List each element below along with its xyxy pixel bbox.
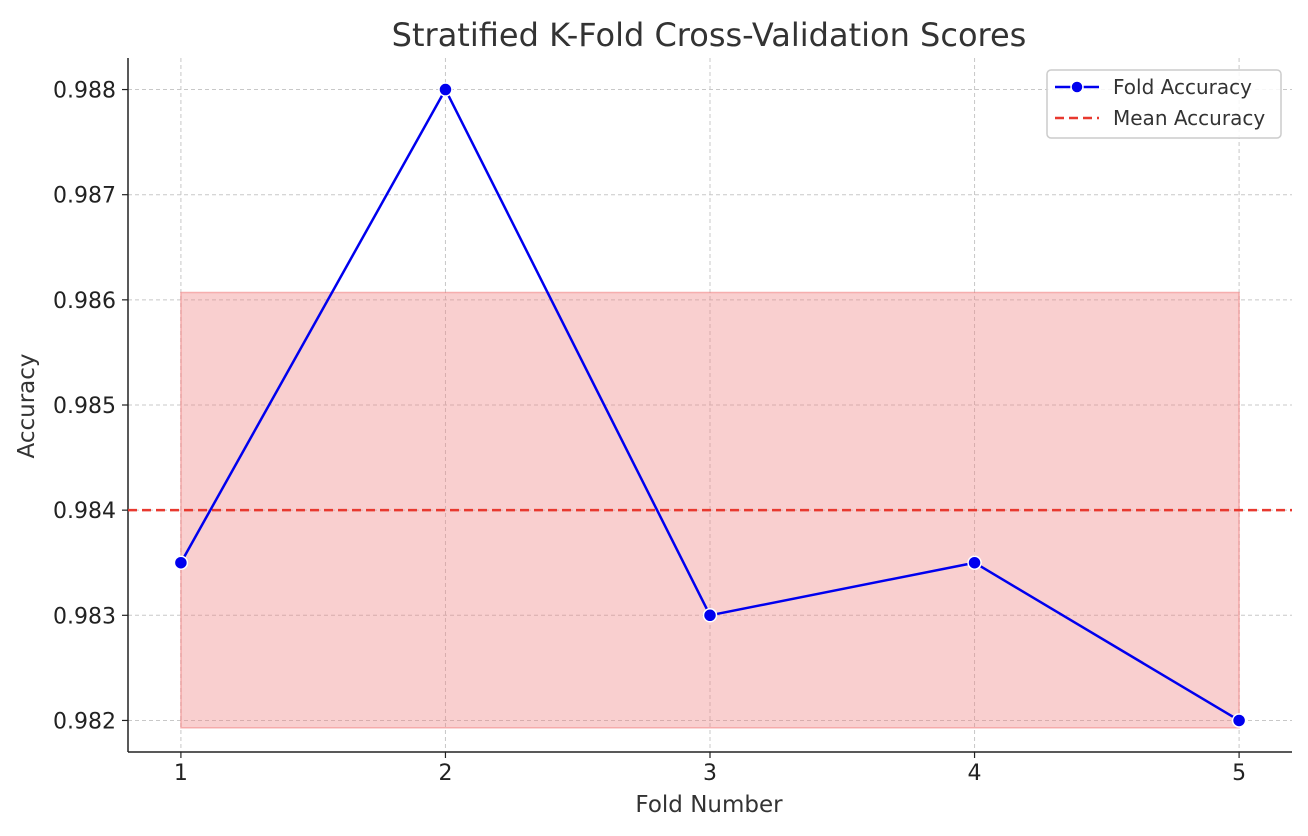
chart-title: Stratified K-Fold Cross-Validation Score… (392, 16, 1027, 54)
y-axis-label: Accuracy (14, 353, 40, 458)
y-tick-label-6: 0.987 (53, 184, 116, 209)
data-point-fold-5 (1231, 713, 1247, 728)
series (173, 82, 1247, 728)
legend-label-mean-accuracy: Mean Accuracy (1113, 106, 1265, 130)
y-tick-label-2: 0.983 (53, 604, 116, 629)
y-tick-label-5: 0.986 (53, 289, 116, 314)
x-ticks: 1 2 3 4 5 (174, 752, 1246, 786)
data-point-fold-2 (438, 82, 453, 97)
y-tick-label-1: 0.982 (53, 709, 116, 734)
x-tick-label-2: 2 (438, 761, 452, 786)
data-point-fold-4 (967, 555, 982, 570)
x-tick-label-4: 4 (968, 761, 982, 786)
data-point-fold-1 (173, 555, 189, 570)
x-axis-label: Fold Number (635, 792, 783, 818)
y-tick-label-7: 0.988 (53, 79, 116, 104)
y-ticks: 0.982 0.983 0.984 0.985 0.986 0.987 0.988 (53, 79, 128, 734)
y-tick-label-4: 0.985 (53, 394, 116, 419)
y-tick-label-3: 0.984 (53, 499, 116, 524)
legend-label-fold-accuracy: Fold Accuracy (1113, 75, 1252, 99)
legend: Fold Accuracy Mean Accuracy (1046, 69, 1282, 139)
data-point-fold-3 (702, 608, 718, 623)
legend-box (1046, 69, 1282, 139)
x-tick-label-5: 5 (1232, 761, 1246, 786)
legend-marker-fold-accuracy (1070, 80, 1084, 94)
x-tick-label-1: 1 (174, 761, 188, 786)
x-tick-label-3: 3 (703, 761, 717, 786)
